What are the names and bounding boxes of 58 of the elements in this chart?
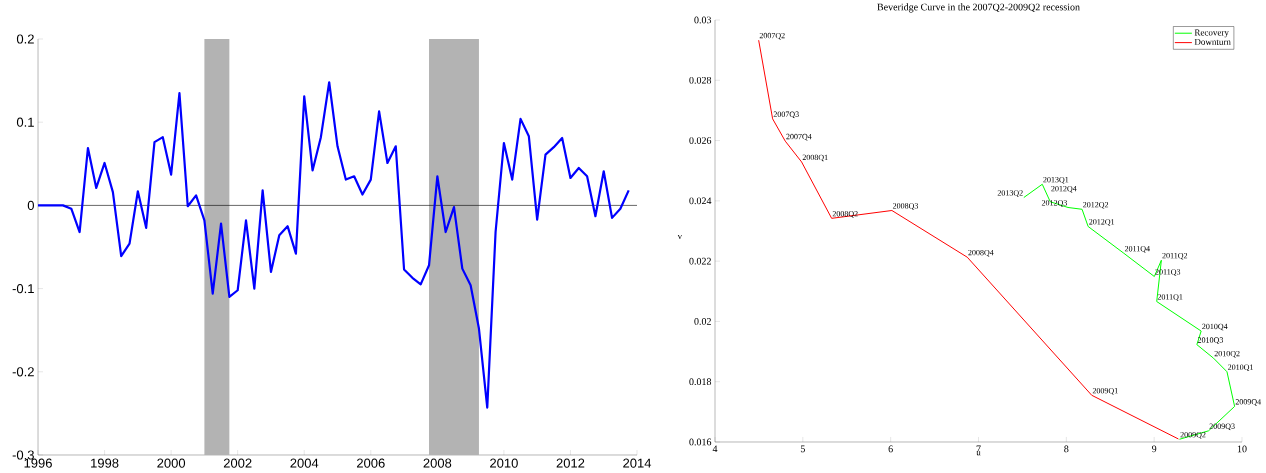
annotation: 2010Q3 [1197,337,1224,344]
x-tick-label: 2006 [356,458,385,468]
y-tick-label: 0.016 [689,438,712,446]
annotation: 2012Q1 [1089,219,1115,226]
annotation: 2010Q2 [1214,350,1240,358]
y-tick-label: 0.02 [694,318,711,325]
y-tick-label: 0.022 [689,257,711,265]
legend-label: Downturn [1194,38,1231,45]
x-tick-label: 2014 [623,458,652,468]
annotation: 2008Q2 [832,211,858,218]
x-axis-title: u [976,451,981,456]
y-tick-label: 0.03 [694,16,712,24]
annotation: 2009Q4 [1235,399,1261,406]
annotation: 2013Q1 [1043,176,1069,184]
annotation: 2008Q1 [802,154,828,162]
x-tick-label: 4 [712,445,718,453]
x-tick-label: 8 [1064,445,1069,453]
y-axis-title: v [677,234,683,240]
x-tick-label: 2004 [290,458,319,468]
y-tick-label: -0.2 [12,367,34,377]
y-tick-label: -0.1 [12,283,34,294]
annotation: 2010Q4 [1202,323,1228,331]
annotation: 2012Q2 [1083,201,1109,209]
x-tick-label: 9 [1151,445,1157,453]
annotation: 2007Q2 [759,32,785,40]
y-tick-label: 0.1 [16,117,34,127]
y-tick-label: 0.028 [689,76,712,84]
annotation: 2010Q1 [1228,364,1253,372]
annotation: 2011Q1 [1157,294,1183,301]
x-tick-label: 1998 [91,458,119,468]
x-tick-label: 6 [888,445,893,453]
x-tick-label: 2012 [556,458,585,468]
y-tick-label: 0.026 [689,137,712,144]
x-tick-label: 10 [1237,445,1247,453]
y-tick-label: 0 [27,200,34,210]
annotation: 2011Q2 [1162,252,1188,260]
annotation: 2007Q3 [773,111,799,119]
annotation: 2012Q4 [1051,185,1077,193]
y-tick-label: 0.2 [16,34,34,44]
x-tick-label: 2002 [223,458,252,468]
annotation: 2011Q4 [1124,245,1150,253]
x-tick-label: 2010 [490,458,518,468]
annotation: 2008Q3 [892,203,919,210]
annotation: 2009Q3 [1209,423,1235,431]
x-tick-label: 2008 [423,458,452,468]
x-tick-label: 2000 [157,458,186,468]
annotation: 2008Q4 [968,249,994,257]
y-tick-label: 0.024 [689,197,712,205]
x-tick-label: 7 [976,445,981,453]
annotation: 2007Q4 [786,133,812,141]
annotation: 2009Q1 [1092,387,1118,395]
y-tick-label: 0.018 [689,378,712,386]
y-tick-label: -0.3 [12,450,34,460]
x-tick-label: 1996 [24,458,52,468]
legend-label: Recovery [1194,29,1229,38]
x-tick-label: 5 [800,445,805,453]
annotation: 2013Q2 [997,190,1023,197]
chart-title: Beveridge Curve in the 2007Q2-2009Q2 recession [877,3,1080,13]
